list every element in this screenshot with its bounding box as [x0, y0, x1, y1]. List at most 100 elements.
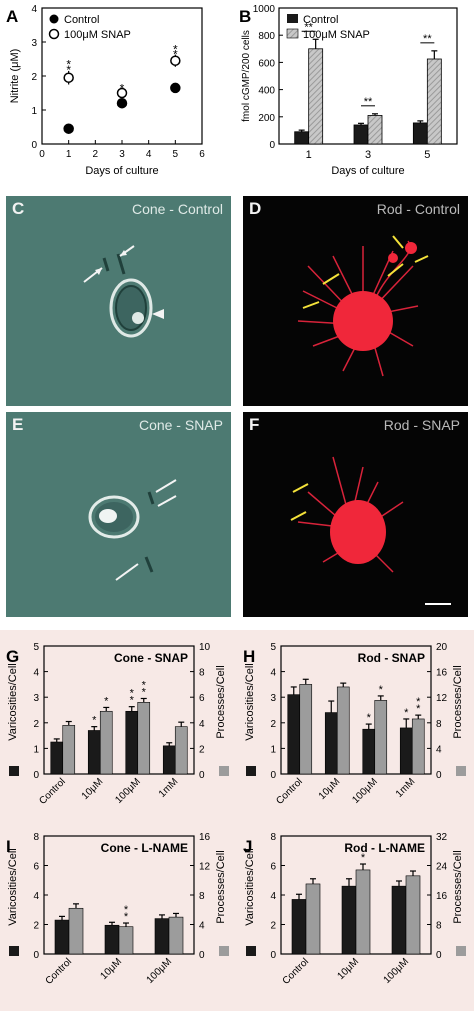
panel-j-chart: J Rod - L-NAME0246808162432Varicosities/C… — [243, 832, 466, 987]
y2-tick-label: 8 — [199, 891, 205, 902]
bar — [336, 686, 350, 775]
y2-axis-label: Processes/Cell — [452, 665, 464, 738]
x-tick-label: 2 — [93, 149, 99, 160]
y2-tick-label: 0 — [436, 950, 442, 961]
bar — [341, 885, 357, 955]
x-tick-label: Control — [281, 956, 312, 987]
y-axis-label: Varicosities/Cell — [7, 663, 19, 740]
y-tick-label: 2 — [33, 921, 39, 932]
x-tick-label: 10μM — [80, 776, 106, 802]
panel-letter: I — [6, 837, 11, 856]
significance-star: * — [379, 684, 384, 696]
y2-tick-label: 0 — [436, 770, 442, 781]
y-axis-label: Varicosities/Cell — [244, 663, 256, 740]
y-tick-label: 5 — [270, 642, 276, 653]
data-point — [116, 87, 128, 99]
bar — [118, 926, 134, 955]
y2-tick-label: 20 — [436, 642, 448, 653]
fluorescence-cell-image — [243, 196, 468, 406]
x-tick-label: 1 — [66, 149, 72, 160]
bar — [54, 919, 70, 955]
bar — [294, 131, 310, 145]
bar — [362, 728, 376, 775]
panel-g-chart: G Cone - SNAP 0 1 2 3 4 5 0 2 4 6 8 10 Varicosities/Ce… — [6, 642, 229, 807]
bar — [324, 712, 338, 775]
y-tick-label: 0 — [270, 950, 276, 961]
significance-star: * — [142, 686, 147, 698]
y-tick-label: 1 — [31, 106, 37, 117]
y2-tick-label: 4 — [199, 719, 205, 730]
y-tick-label: 2 — [33, 719, 39, 730]
right-axis-swatch — [456, 766, 466, 776]
y-tick-label: 0 — [33, 950, 39, 961]
significance-star: * — [92, 715, 97, 727]
y2-axis-label: Processes/Cell — [215, 665, 227, 738]
micrograph-title: Cone - Control — [131, 201, 223, 217]
legend-label: 100μM SNAP — [64, 29, 131, 41]
panel-letter: E — [12, 415, 24, 434]
y2-tick-label: 16 — [199, 832, 211, 843]
y-tick-label: 8 — [33, 832, 39, 843]
x-tick-label: 3 — [365, 149, 371, 161]
x-tick-label: 1mM — [394, 776, 418, 800]
fluorescence-cell-image — [243, 412, 468, 617]
panel-h-chart: H Rod - SNAP012345048121620Varicosities/C… — [243, 642, 466, 807]
y-axis-label: Varicosities/Cell — [244, 848, 256, 925]
y-tick-label: 1 — [270, 744, 276, 755]
y-tick-label: 1000 — [253, 4, 276, 15]
data-point — [170, 55, 181, 66]
x-tick-label: 1 — [306, 149, 312, 161]
significance-star: ** — [304, 21, 313, 33]
y-tick-label: 0 — [269, 140, 275, 151]
left-axis-swatch — [246, 946, 256, 956]
bar — [287, 694, 301, 775]
y2-tick-label: 16 — [436, 668, 448, 679]
y2-tick-label: 12 — [436, 693, 448, 704]
data-point — [116, 97, 128, 109]
y-tick-label: 5 — [33, 642, 39, 653]
bar — [162, 745, 176, 775]
y-tick-label: 4 — [33, 891, 39, 902]
bar — [355, 869, 371, 955]
y2-tick-label: 8 — [199, 668, 205, 679]
y2-tick-label: 8 — [436, 921, 442, 932]
bar — [68, 907, 84, 955]
y2-axis-label: Processes/Cell — [452, 850, 464, 923]
y-tick-label: 6 — [33, 862, 39, 873]
x-tick-label: 0 — [39, 149, 45, 160]
y2-axis-label: Processes/Cell — [215, 850, 227, 923]
x-tick-label: 5 — [173, 149, 179, 160]
panel-letter: D — [249, 199, 262, 218]
right-axis-swatch — [219, 946, 229, 956]
bar — [154, 918, 170, 955]
bar — [374, 700, 388, 775]
y2-tick-label: 0 — [199, 950, 205, 961]
significance-star: * — [142, 679, 147, 691]
bar — [405, 875, 421, 955]
y-tick-label: 6 — [270, 862, 276, 873]
legend-marker-snap — [48, 28, 60, 40]
micrograph-f-rod-snap: F Rod - SNAP — [243, 412, 468, 617]
bar — [399, 727, 413, 775]
x-tick-label: Control — [274, 776, 305, 807]
legend-label: 100μM SNAP — [303, 29, 370, 41]
y-tick-label: 3 — [270, 693, 276, 704]
y2-tick-label: 4 — [436, 744, 442, 755]
y-tick-label: 3 — [31, 38, 37, 49]
x-axis-label: Days of culture — [331, 165, 404, 177]
data-point — [63, 123, 74, 134]
panel-letter: B — [239, 7, 251, 26]
panel-letter: H — [243, 647, 255, 666]
bar — [104, 924, 120, 955]
significance-star: * — [173, 48, 178, 62]
significance-star: * — [66, 58, 71, 72]
x-tick-label: 100μM — [145, 956, 175, 986]
x-tick-label: 1mM — [157, 776, 181, 800]
micrograph-e-cone-snap: E Cone - SNAP — [6, 412, 231, 617]
panel-title: Cone - SNAP — [114, 651, 188, 665]
bar — [168, 916, 184, 955]
y-tick-label: 3 — [33, 693, 39, 704]
micrograph-title: Cone - SNAP — [138, 417, 223, 433]
bar — [50, 741, 64, 775]
significance-star: * — [124, 904, 129, 916]
